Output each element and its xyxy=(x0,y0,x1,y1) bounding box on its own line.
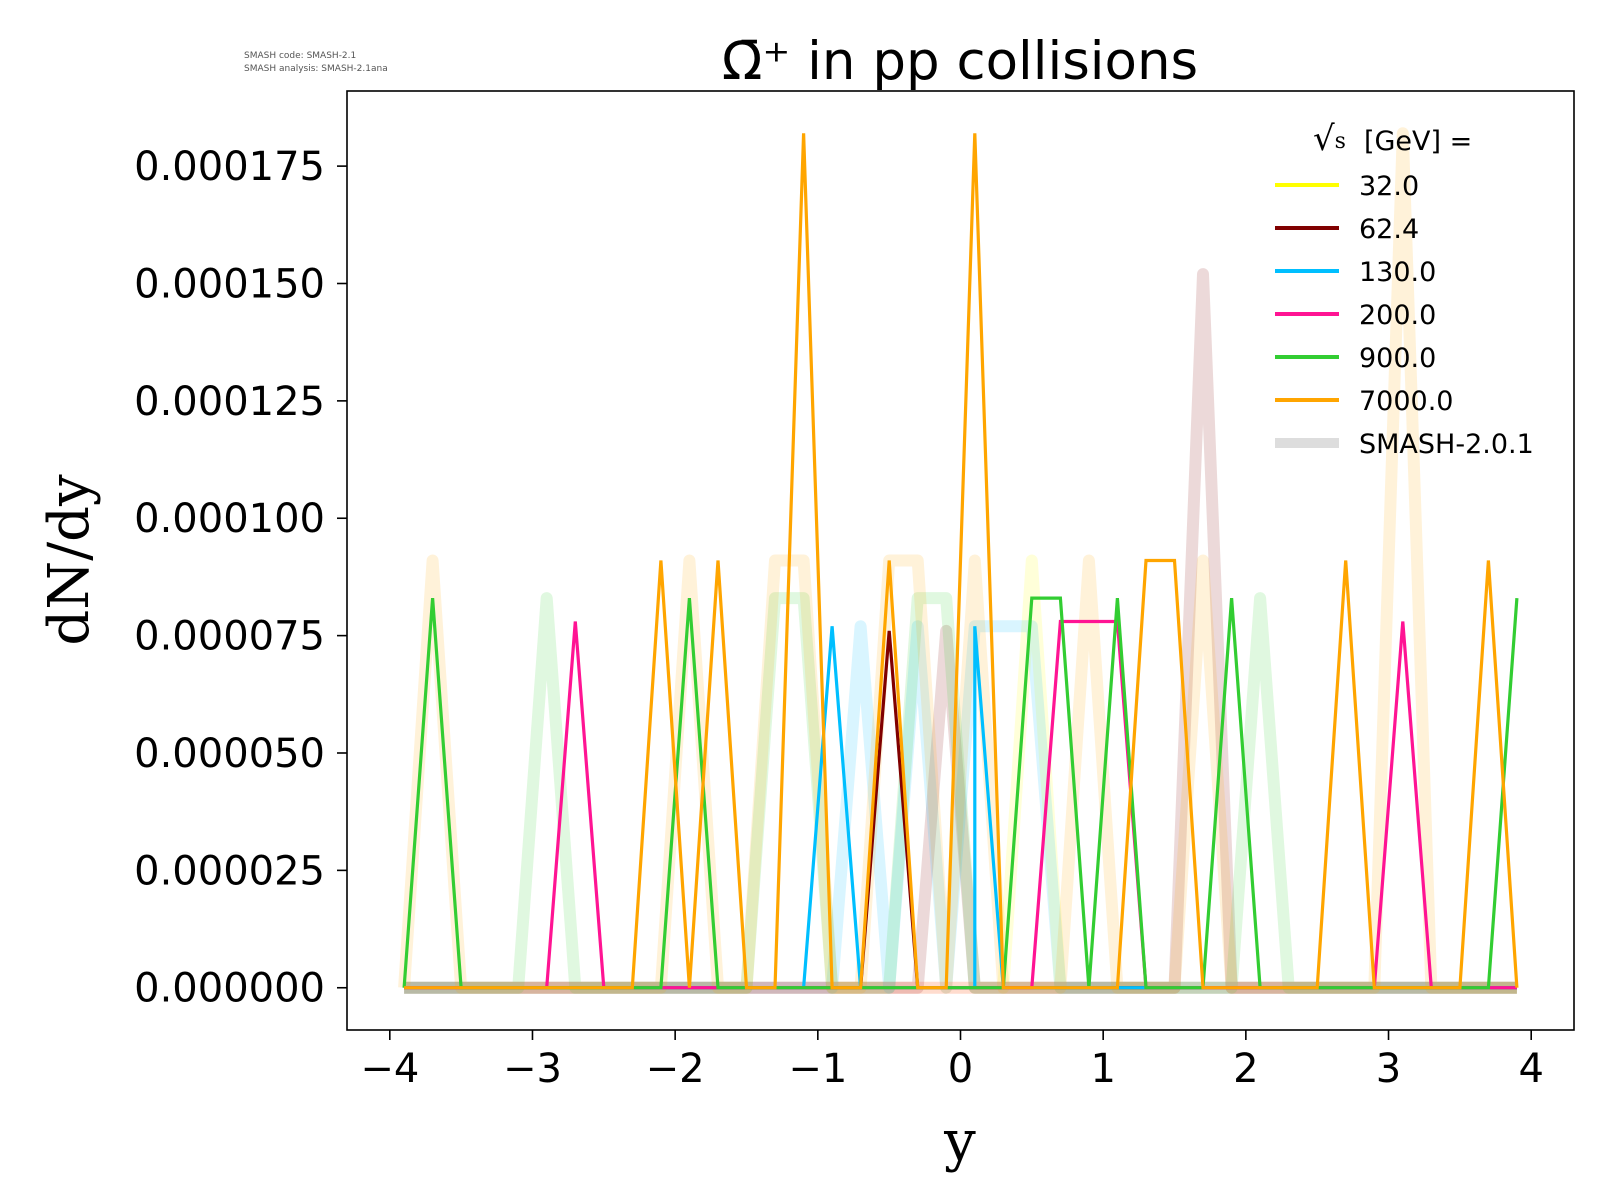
y-tick-label: 0.000150 xyxy=(134,261,325,307)
legend-unit: [GeV] = xyxy=(1364,126,1472,157)
chart-title: Ω̄⁺ in pp collisions xyxy=(722,31,1198,92)
legend-items: 32.0 62.4 130.0 200.0 900.0 7000.0 SMASH-2.0.1 xyxy=(1275,171,1534,460)
legend-label-32-0: 32.0 xyxy=(1359,171,1419,202)
series-lines xyxy=(402,133,1519,990)
y-tick-label: 0.000175 xyxy=(134,144,325,190)
sqrt-variable: s xyxy=(1335,129,1346,154)
sqrt-symbol: √ xyxy=(1313,119,1335,159)
x-tick-label: −1 xyxy=(788,1046,847,1092)
y-tick-label: 0.000050 xyxy=(134,731,325,777)
legend-label-900-0: 900.0 xyxy=(1359,343,1436,374)
x-tick-label: −3 xyxy=(503,1046,562,1092)
series-line-200-0 xyxy=(404,619,1517,990)
x-tick-label: 2 xyxy=(1233,1046,1258,1092)
legend: √s [GeV] = 32.0 62.4 130.0 200.0 900.0 7000.0 S… xyxy=(1275,119,1534,460)
x-tick-label: −2 xyxy=(646,1046,705,1092)
y-tick-label: 0.000100 xyxy=(134,496,325,542)
x-tick-label: 1 xyxy=(1090,1046,1115,1092)
legend-label-62-4: 62.4 xyxy=(1359,214,1419,245)
meta-line-2: SMASH analysis: SMASH-2.1ana xyxy=(244,64,388,74)
x-tick-label: 4 xyxy=(1518,1046,1543,1092)
y-axis-label: dN/dy xyxy=(37,474,102,646)
x-axis-ticks: −4 −3 −2 −1 0 1 2 3 4 xyxy=(360,1030,1544,1092)
y-tick-label: 0.000075 xyxy=(134,614,325,660)
meta-line-1: SMASH code: SMASH-2.1 xyxy=(244,51,356,61)
x-tick-label: 3 xyxy=(1376,1046,1401,1092)
x-tick-label: 0 xyxy=(948,1046,973,1092)
x-axis-label: y xyxy=(943,1109,976,1174)
series-line-7000-0 xyxy=(404,133,1519,990)
legend-label-7000-0: 7000.0 xyxy=(1359,386,1453,417)
y-tick-label: 0.000125 xyxy=(134,379,325,425)
y-tick-label: 0.000000 xyxy=(134,966,325,1012)
legend-label-SMASH-2-0-1: SMASH-2.0.1 xyxy=(1359,429,1534,460)
legend-title: √s [GeV] = xyxy=(1313,119,1472,159)
x-tick-label: −4 xyxy=(360,1046,419,1092)
legend-label-200-0: 200.0 xyxy=(1359,300,1436,331)
y-axis-ticks: 0.000000 0.000025 0.000050 0.000075 0.000100… xyxy=(134,144,347,1012)
y-tick-label: 0.000025 xyxy=(134,848,325,894)
reference-line-5 xyxy=(398,127,1517,994)
legend-label-130-0: 130.0 xyxy=(1359,257,1436,288)
